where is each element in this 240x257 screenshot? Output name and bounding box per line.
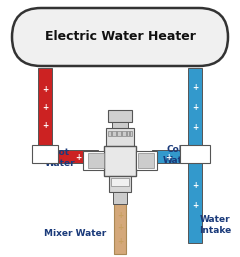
- Bar: [126, 131, 128, 136]
- Text: +: +: [192, 200, 198, 209]
- Bar: [129, 131, 131, 136]
- Bar: [113, 192, 127, 204]
- Bar: [108, 110, 132, 122]
- Bar: [111, 131, 113, 136]
- Text: +: +: [165, 152, 171, 161]
- Bar: [106, 128, 134, 146]
- Text: Water
Intake: Water Intake: [199, 215, 231, 235]
- Bar: [136, 151, 157, 170]
- Text: +: +: [117, 210, 123, 219]
- Bar: [116, 131, 118, 136]
- Text: +: +: [192, 180, 198, 189]
- Bar: [180, 145, 210, 163]
- Bar: [32, 145, 58, 163]
- Text: +: +: [42, 86, 48, 95]
- Text: +: +: [42, 122, 48, 131]
- Bar: [138, 153, 154, 168]
- Text: +: +: [75, 152, 81, 161]
- Bar: [38, 68, 52, 150]
- Bar: [104, 146, 136, 176]
- Bar: [188, 68, 202, 243]
- Text: Cold
Water: Cold Water: [163, 145, 193, 165]
- Bar: [108, 131, 132, 136]
- Bar: [114, 204, 126, 254]
- Bar: [111, 178, 129, 186]
- Text: +: +: [192, 124, 198, 133]
- Bar: [109, 176, 131, 192]
- Bar: [112, 122, 128, 128]
- Bar: [121, 131, 123, 136]
- Bar: [83, 151, 104, 170]
- Text: +: +: [117, 236, 123, 245]
- Bar: [88, 153, 104, 168]
- Text: +: +: [192, 104, 198, 113]
- Text: +: +: [117, 224, 123, 233]
- Text: Hot
Water: Hot Water: [45, 148, 75, 168]
- FancyBboxPatch shape: [12, 8, 228, 66]
- Text: +: +: [192, 84, 198, 93]
- Text: Electric Water Heater: Electric Water Heater: [45, 31, 195, 43]
- Text: +: +: [42, 104, 48, 113]
- Bar: [152, 150, 180, 163]
- Bar: [58, 150, 98, 163]
- Text: Mixer Water: Mixer Water: [44, 228, 106, 237]
